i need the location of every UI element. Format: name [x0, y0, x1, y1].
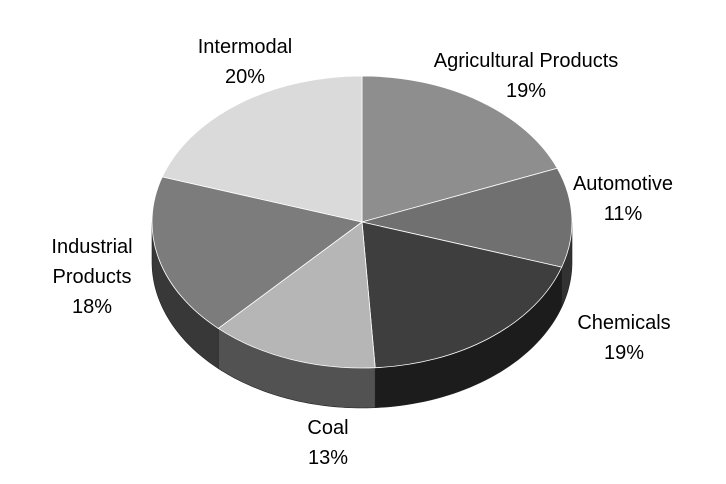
category-label: Coal	[307, 417, 349, 439]
slice	[161, 75, 363, 223]
slice	[361, 167, 573, 268]
value-label: 19%	[505, 80, 547, 102]
value-label: 20%	[224, 66, 266, 88]
slice-label: Coal 13%	[248, 413, 408, 473]
value-label: 18%	[71, 296, 113, 318]
category-label: Automotive	[572, 173, 674, 195]
value-label: 11%	[603, 203, 643, 225]
slice-label: Industrial Products 18%	[37, 232, 147, 322]
slice	[361, 221, 563, 369]
category-label: Chemicals	[577, 312, 671, 334]
value-label: 19%	[603, 342, 645, 364]
category-label: Intermodal	[197, 36, 293, 58]
slice	[361, 75, 558, 223]
slice-label: Intermodal 20%	[165, 32, 325, 92]
slice-label: Agricultural Products 19%	[396, 46, 656, 106]
category-label: Industrial Products	[51, 236, 133, 288]
category-label: Agricultural Products	[433, 50, 619, 72]
slice-label: Chemicals 19%	[544, 308, 704, 368]
slice	[217, 221, 376, 369]
value-label: 13%	[307, 447, 349, 469]
slice-label: Automotive 11%	[543, 169, 703, 229]
slice	[151, 176, 363, 329]
